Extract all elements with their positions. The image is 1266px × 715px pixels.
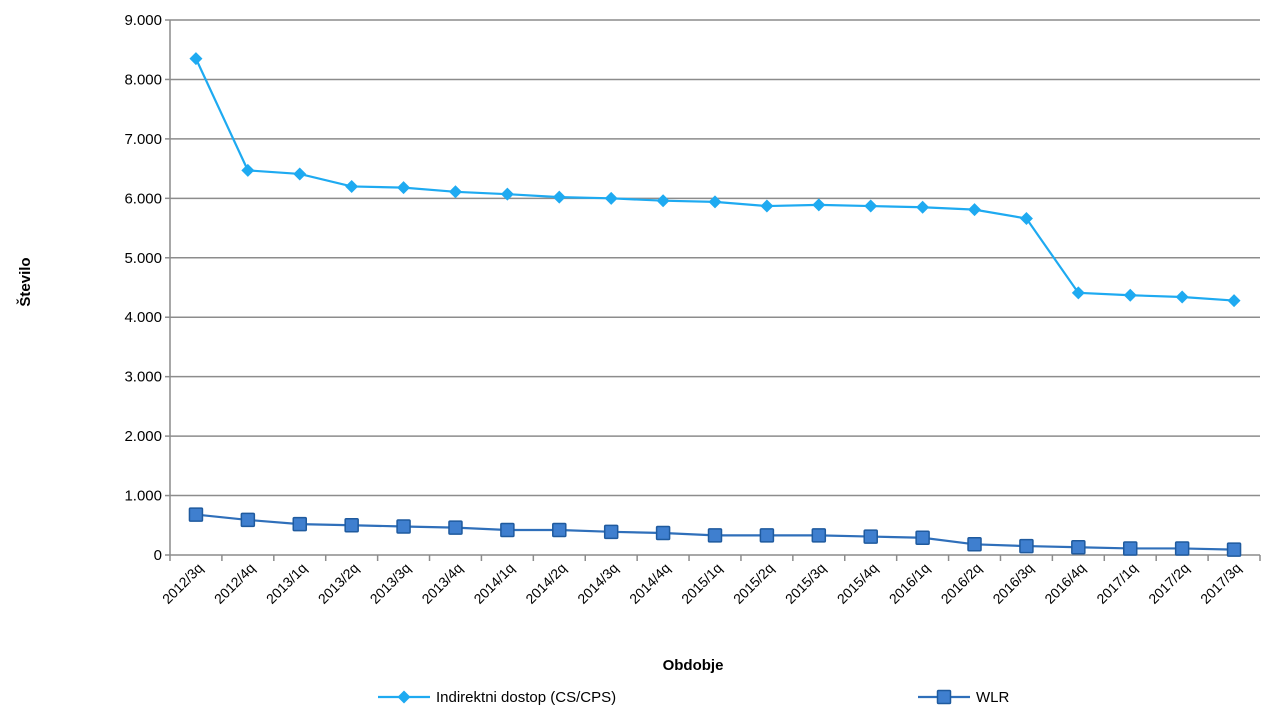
x-axis-title: Obdobje [663,657,724,674]
data-point [707,528,723,543]
data-point [552,522,567,538]
legend-marker [936,689,952,705]
data-point [1174,541,1190,556]
data-point [396,519,411,534]
x-tick-label: 2017/1q [1093,560,1140,607]
data-point [1071,540,1086,555]
y-tick-label: 7.000 [124,131,162,148]
data-point [188,507,204,522]
data-point [967,537,982,552]
series-wlr [188,507,1242,557]
x-tick-label: 2012/4q [211,560,258,607]
x-tick-label: 2015/2q [730,560,777,607]
x-tick-label: 2017/2q [1145,560,1192,607]
data-point [292,516,308,532]
x-tick-label: 2016/1q [886,560,933,607]
legend-marker [397,690,411,704]
x-tick-label: 2013/4q [418,560,465,607]
x-tick-label: 2013/1q [263,560,310,607]
data-point [293,167,307,181]
data-point [1122,541,1138,556]
data-point [1227,294,1241,308]
data-point [915,530,930,546]
data-point [604,191,618,205]
data-point [656,194,670,208]
series-line [194,58,1235,302]
x-tick-label: 2014/4q [626,560,673,607]
x-tick-label: 2013/2q [315,560,362,607]
x-tick-label: 2016/2q [938,560,985,607]
series-indirektni-dostop [189,52,1241,308]
x-tick-label: 2014/1q [470,560,517,607]
data-point [759,528,775,543]
data-point [811,528,827,543]
x-tick-label: 2016/3q [989,560,1036,607]
data-point [1123,288,1137,302]
y-tick-label: 3.000 [124,369,162,386]
gridlines [170,19,1260,497]
data-point [1226,542,1242,557]
data-point [1071,286,1085,300]
series-lines [188,52,1242,557]
y-tick-labels: 0 1.000 2.000 3.000 4.000 5.000 6.000 7.000 8.00… [124,12,162,564]
y-tick-label: 8.000 [124,71,162,88]
data-point [603,524,619,540]
data-point [500,522,515,538]
data-point [189,52,203,66]
legend: Indirektni dostop (CS/CPS) WLR [378,689,1010,706]
data-point [397,181,411,195]
legend-item: Indirektni dostop (CS/CPS) [378,689,616,706]
axes [165,19,1261,561]
y-tick-label: 0 [154,547,162,564]
data-point [500,187,514,201]
x-tick-label: 2014/3q [574,560,621,607]
x-tick-label: 2017/3q [1197,560,1244,607]
y-tick-label: 9.000 [124,12,162,29]
legend-label: WLR [976,689,1010,706]
data-point [708,195,722,209]
data-point [552,190,566,204]
data-point [760,199,774,213]
x-tick-label: 2015/1q [678,560,725,607]
y-tick-label: 4.000 [124,309,162,326]
x-tick-label: 2016/4q [1041,560,1088,607]
y-tick-label: 2.000 [124,428,162,445]
x-tick-label: 2014/2q [522,560,569,607]
data-point [241,163,255,177]
x-tick-label: 2015/3q [782,560,829,607]
data-point [655,525,671,541]
x-tick-label: 2015/4q [834,560,881,607]
y-tick-label: 6.000 [124,190,162,207]
data-point [344,518,359,533]
legend-item: WLR [918,689,1010,706]
data-point [916,200,930,214]
data-point [240,512,256,528]
data-point [864,199,878,213]
data-point [968,203,982,217]
x-tick-labels: 2012/3q 2012/4q 2013/1q 2013/2q 2013/3q 2013/… [159,560,1244,607]
legend-label: Indirektni dostop (CS/CPS) [436,689,616,706]
data-point [448,520,463,535]
x-tick-label: 2012/3q [159,560,206,607]
y-tick-label: 1.000 [124,488,162,505]
data-point [812,198,826,212]
x-tick-label: 2013/3q [367,560,414,607]
y-tick-label: 5.000 [124,250,162,267]
data-point [448,185,462,199]
y-axis-title: Število [16,257,34,306]
data-point [1019,212,1033,226]
data-point [345,179,359,193]
data-point [1019,538,1034,554]
data-point [863,529,878,544]
data-point [1175,290,1189,304]
